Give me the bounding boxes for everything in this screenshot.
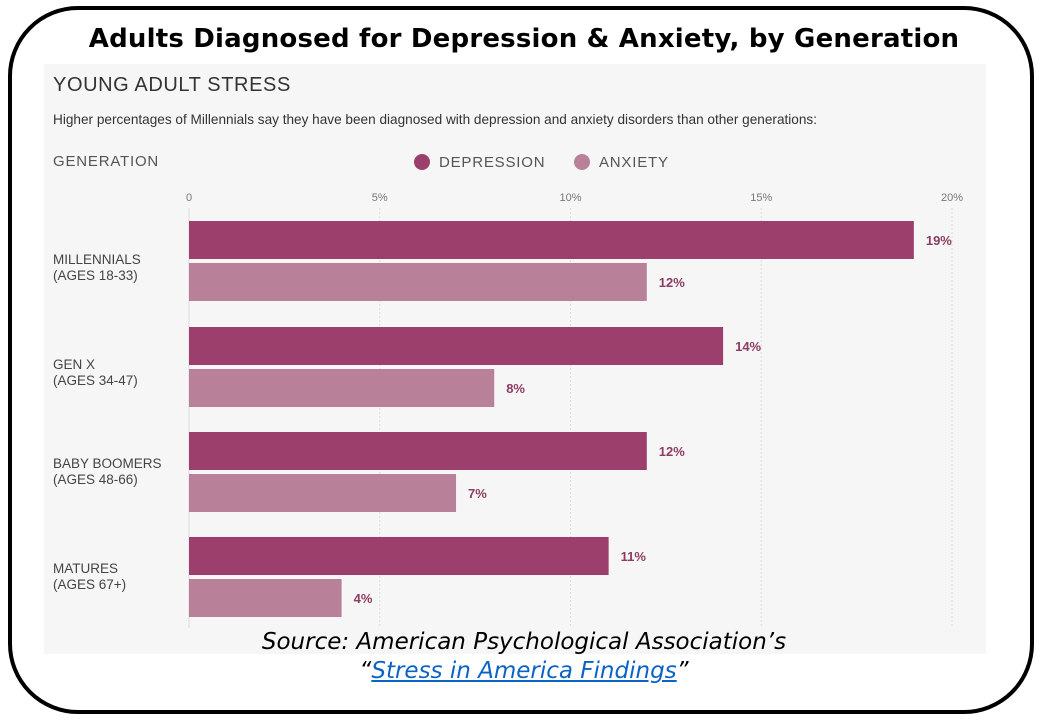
bar-value-label: 14% xyxy=(735,339,761,354)
bar-value-label: 11% xyxy=(621,549,647,564)
page-title: Adults Diagnosed for Depression & Anxiet… xyxy=(88,24,960,54)
category-label-matures: MATURES (AGES 67+) xyxy=(53,561,126,593)
source-line: Source: American Psychological Associati… xyxy=(261,629,787,655)
x-tick-label: 15% xyxy=(750,192,772,204)
category-ages: (AGES 18-33) xyxy=(53,268,138,283)
x-tick-label: 5% xyxy=(372,192,388,204)
x-tick-label: 20% xyxy=(941,192,963,204)
bar-depression xyxy=(189,327,724,365)
bar-anxiety xyxy=(189,579,342,617)
category-name: MILLENNIALS xyxy=(53,252,141,267)
bar-value-label: 4% xyxy=(354,591,373,606)
category-label-baby-boomers: BABY BOOMERS (AGES 48-66) xyxy=(53,456,162,488)
source-citation: Source: American Psychological Associati… xyxy=(0,628,1048,686)
category-name: BABY BOOMERS xyxy=(53,456,162,471)
legend-label-anxiety: ANXIETY xyxy=(599,153,669,171)
legend-item-anxiety: ANXIETY xyxy=(574,151,669,173)
category-name: MATURES xyxy=(53,561,119,576)
category-ages: (AGES 48-66) xyxy=(53,472,138,487)
bar-anxiety xyxy=(189,369,495,407)
bar-depression xyxy=(189,221,914,259)
bar-anxiety xyxy=(189,474,457,512)
infographic-description: Higher percentages of Millennials say th… xyxy=(53,112,817,127)
quote-close: ” xyxy=(676,658,689,684)
quote-open: “ xyxy=(359,658,372,684)
legend-item-depression: DEPRESSION xyxy=(414,151,545,173)
bar-value-label: 12% xyxy=(659,275,685,290)
bar-depression xyxy=(189,537,609,575)
bar-anxiety xyxy=(189,263,647,301)
x-tick-label: 0 xyxy=(186,192,192,204)
category-label-gen-x: GEN X (AGES 34-47) xyxy=(53,357,138,389)
bar-depression xyxy=(189,432,647,470)
category-ages: (AGES 67+) xyxy=(53,577,127,592)
legend-label-depression: DEPRESSION xyxy=(439,153,546,171)
infographic-subtitle: YOUNG ADULT STRESS xyxy=(53,74,291,96)
bar-value-label: 12% xyxy=(659,444,685,459)
source-link[interactable]: Stress in America Findings xyxy=(371,658,677,684)
source-link-line: “Stress in America Findings” xyxy=(0,657,1048,686)
category-header: GENERATION xyxy=(53,153,160,170)
category-name: GEN X xyxy=(53,357,96,372)
legend-swatch-depression xyxy=(414,154,430,170)
x-tick-label: 10% xyxy=(559,192,581,204)
bar-value-label: 7% xyxy=(468,486,487,501)
category-label-millennials: MILLENNIALS (AGES 18-33) xyxy=(53,252,141,284)
bar-value-label: 8% xyxy=(506,381,525,396)
category-ages: (AGES 34-47) xyxy=(53,373,138,388)
bar-value-label: 19% xyxy=(926,233,952,248)
legend-swatch-anxiety xyxy=(574,154,590,170)
